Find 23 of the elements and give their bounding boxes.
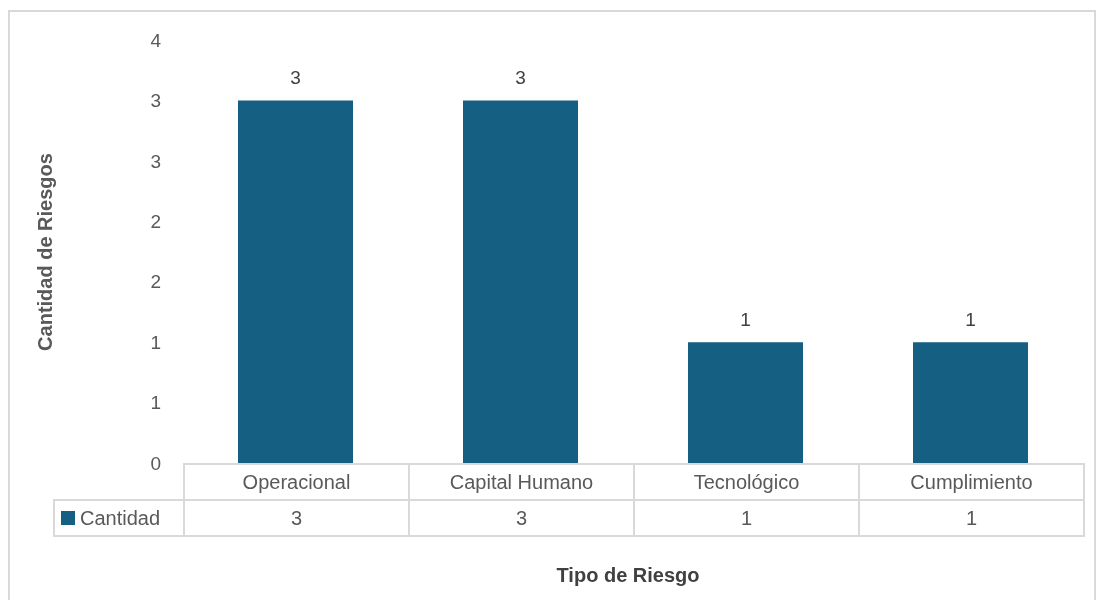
y-tick-label: 1 (150, 392, 161, 414)
y-tick-label: 3 (150, 150, 161, 172)
annotation: 3 (515, 67, 526, 89)
y-tick-label: 1 (150, 331, 161, 353)
x-tick-label: Cumplimiento (858, 463, 1085, 501)
annotation: 3 (290, 67, 301, 89)
x-tick-label: Capital Humano (408, 463, 635, 501)
y-tick-label: 2 (150, 211, 161, 233)
legend-label: Cantidad (53, 499, 185, 537)
annotation: 1 (740, 309, 751, 331)
x-axis-title: Tipo de Riesgo (556, 563, 700, 587)
y-axis-title: Cantidad de Riesgos (33, 153, 57, 351)
data-label: 1 (858, 499, 1085, 537)
x-tick-label: Operacional (183, 463, 410, 501)
data-label: 3 (183, 499, 410, 537)
annotation: 1 (965, 309, 976, 331)
y-tick-label: 2 (150, 271, 161, 293)
data-label: 3 (408, 499, 635, 537)
data-label: 1 (633, 499, 860, 537)
y-tick-label: 3 (150, 90, 161, 112)
y-tick-label: 4 (150, 29, 162, 51)
y-tick-label: 0 (150, 452, 161, 474)
x-tick-label: Tecnológico (633, 463, 860, 501)
